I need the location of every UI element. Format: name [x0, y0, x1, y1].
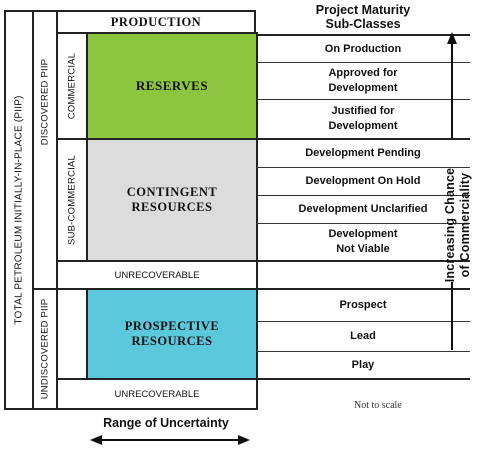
subclass-line1: Play — [351, 358, 375, 371]
contingent-block: CONTINGENT RESOURCES — [86, 138, 258, 262]
subclass-line1: Justified for — [331, 105, 395, 117]
arrow-head-left — [90, 435, 102, 445]
commercial-label: COMMERCIAL — [66, 52, 78, 120]
subclass-row: Development Unclarified — [256, 196, 470, 224]
reserves-label: RESERVES — [135, 78, 209, 93]
subclass-row: Development On Hold — [256, 168, 470, 196]
prospective-left-spacer — [56, 288, 88, 380]
subclass-line1: Prospect — [339, 299, 387, 311]
subclass-row: Lead — [256, 322, 470, 352]
prospective-block: PROSPECTIVE RESOURCES — [86, 288, 258, 380]
unrecoverable-top-label: UNRECOVERABLE — [114, 269, 200, 281]
commerciality-line1: Increasing Chance — [443, 167, 457, 283]
unrecoverable-top: UNRECOVERABLE — [56, 260, 258, 290]
subclass-row: Prospect — [256, 290, 470, 322]
subclass-line2: Development — [328, 120, 398, 132]
undiscovered-label: UNDISCOVERED PIIP — [39, 298, 51, 400]
subclass-row: Approved for Development — [256, 63, 470, 100]
not-to-scale-text: Not to scale — [354, 400, 402, 411]
subclass-row: On Production — [256, 36, 470, 63]
undiscovered-column: UNDISCOVERED PIIP — [32, 288, 58, 410]
not-to-scale-note: Not to scale — [354, 400, 454, 411]
commerciality-arrow — [447, 32, 457, 350]
production-label: PRODUCTION — [110, 14, 202, 29]
subclass-row: Justified for Development — [256, 100, 470, 140]
subclass-title-line2: Sub-Classes — [325, 17, 401, 31]
subclass-line1: Lead — [350, 330, 376, 342]
subclass-line2: Not Viable — [336, 243, 390, 255]
subclass-title-line1: Project Maturity — [315, 3, 411, 17]
production-box: PRODUCTION — [56, 10, 256, 34]
piip-column: TOTAL PETROLEUM INITIALLY-IN-PLACE (PIIP… — [4, 10, 34, 410]
unrecoverable-bottom-label: UNRECOVERABLE — [114, 388, 200, 400]
sub-commercial-column: SUB-COMMERCIAL — [56, 138, 88, 262]
piip-label: TOTAL PETROLEUM INITIALLY-IN-PLACE (PIIP… — [13, 95, 25, 325]
subclass-row: Development Pending — [256, 140, 470, 168]
subclass-line2: Development — [328, 82, 398, 94]
reserves-block: RESERVES — [86, 32, 258, 140]
prospective-label-line1: PROSPECTIVE — [124, 319, 220, 333]
subclass-line1: Approved for — [328, 67, 398, 79]
subclass-row: Play — [256, 352, 470, 380]
commerciality-line2: of Commerciality — [458, 172, 472, 278]
subclass-top-line — [256, 34, 470, 36]
contingent-label-line2: RESOURCES — [131, 200, 213, 214]
subclass-line1: Development Pending — [305, 147, 421, 159]
contingent-label-line1: CONTINGENT — [126, 185, 218, 199]
subclass-line1: On Production — [324, 42, 402, 55]
sub-commercial-label: SUB-COMMERCIAL — [66, 155, 78, 245]
subclass-line1: Development Unclarified — [298, 203, 428, 215]
discovered-column: DISCOVERED PIIP — [32, 10, 58, 290]
subclass-title: Project Maturity Sub-Classes — [256, 0, 470, 34]
range-of-uncertainty-label: Range of Uncertainty — [56, 414, 276, 432]
prospective-label-line2: RESOURCES — [131, 334, 213, 348]
subclass-gap-line — [256, 288, 470, 290]
unrecoverable-bottom: UNRECOVERABLE — [56, 378, 258, 410]
uncertainty-arrow — [90, 435, 250, 445]
discovered-label: DISCOVERED PIIP — [39, 58, 51, 146]
range-of-uncertainty-text: Range of Uncertainty — [103, 416, 229, 430]
arrow-head-right — [238, 435, 250, 445]
subclass-line1: Development On Hold — [305, 175, 421, 187]
arrow-head-up — [447, 32, 457, 44]
subclass-row: Development Not Viable — [256, 224, 470, 262]
subclass-line1: Development — [328, 228, 398, 240]
commerciality-label: Increasing Chance of Commerciality — [438, 150, 477, 300]
commercial-column: COMMERCIAL — [56, 32, 88, 140]
